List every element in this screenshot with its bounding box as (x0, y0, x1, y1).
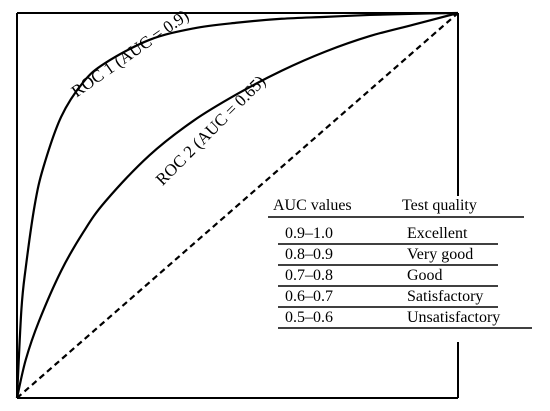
series-layer (15, 11, 459, 399)
table-cell-auc-range: 0.6–0.7 (285, 288, 333, 305)
table-rows: 0.9–1.0 Excellent 0.8–0.9 Very good 0.7–0.8 G… (285, 225, 500, 326)
table-cell-auc-range: 0.8–0.9 (285, 246, 333, 263)
table-cell-quality: Satisfactory (407, 288, 483, 305)
table-cell-auc-range: 0.9–1.0 (285, 225, 333, 242)
table-cell-auc-range: 0.5–0.6 (285, 309, 333, 326)
table-header-quality: Test quality (402, 197, 477, 214)
annotation-layer: ROC 1 (AUC = 0.9)ROC 2 (AUC = 0.65) (68, 6, 269, 189)
table-cell-quality: Good (407, 267, 443, 284)
diagonal-reference-line (16, 12, 459, 399)
table-cell-quality: Excellent (407, 225, 468, 242)
plot-frame (16, 12, 459, 399)
auc-quality-table: AUC values Test quality 0.9–1.0 Excellent… (268, 197, 532, 329)
table-rules (268, 216, 532, 329)
table-cell-quality: Unsatisfactory (407, 309, 500, 326)
roc-1-label: ROC 1 (AUC = 0.9) (68, 6, 192, 101)
roc-curve-1 (15, 11, 459, 399)
table-cell-auc-range: 0.7–0.8 (285, 267, 333, 284)
table-header-auc: AUC values (273, 197, 352, 214)
roc-2-label: ROC 2 (AUC = 0.65) (152, 72, 269, 189)
roc-curve-2 (15, 11, 459, 399)
table-cell-quality: Very good (407, 246, 473, 263)
